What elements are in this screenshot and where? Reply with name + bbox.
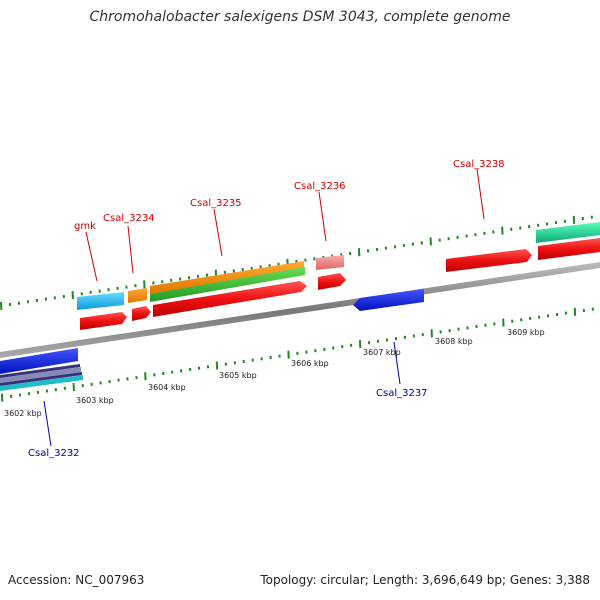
- gene-csal-3235-feature-green[interactable]: [150, 267, 305, 302]
- gene-teal-feature[interactable]: [536, 222, 600, 243]
- gene-arrow-red-4[interactable]: [318, 273, 346, 290]
- genome-summary-text: Topology: circular; Length: 3,696,649 bp…: [260, 573, 590, 587]
- gene-stripe-3[interactable]: [0, 372, 82, 386]
- reverse-strand-genes: [0, 289, 424, 391]
- gene-csal-3235-feature-orange[interactable]: [150, 261, 304, 294]
- gene-arrow-red-6[interactable]: [538, 238, 600, 260]
- leader-csal-3235: [213, 208, 223, 257]
- gene-labels: gmk Csal_3234 Csal_3235 Csal_3236 Csal_3…: [28, 159, 505, 459]
- gene-csal-3236-feature[interactable]: [316, 255, 344, 270]
- tick-label-3605: 3605 kbp: [219, 371, 257, 380]
- label-csal-3236[interactable]: Csal_3236: [294, 181, 346, 192]
- gene-stripe-4[interactable]: [0, 375, 83, 391]
- accession-text: Accession: NC_007963: [8, 573, 145, 587]
- genome-title: Chromohalobacter salexigens DSM 3043, co…: [89, 9, 511, 25]
- gene-gmk-feature[interactable]: [77, 292, 124, 310]
- tick-label-3607: 3607 kbp: [363, 348, 401, 357]
- gene-csal-3232-feature[interactable]: [0, 348, 78, 374]
- tick-label-3602: 3602 kbp: [4, 409, 42, 418]
- gene-stripe-2[interactable]: [0, 367, 81, 383]
- leader-gmk: [85, 231, 98, 282]
- leader-csal-3232: [43, 400, 52, 447]
- leader-csal-3238: [476, 168, 485, 220]
- label-gmk[interactable]: gmk: [74, 221, 96, 232]
- lower-scale-track: [1, 307, 594, 402]
- label-csal-3235[interactable]: Csal_3235: [190, 198, 242, 209]
- leader-csal-3234: [127, 225, 134, 274]
- label-csal-3237[interactable]: Csal_3237: [376, 388, 428, 399]
- tick-label-3608: 3608 kbp: [435, 337, 473, 346]
- gene-arrow-red-2[interactable]: [132, 306, 151, 321]
- gene-arrow-red-3[interactable]: [153, 281, 307, 317]
- gene-stripe-1[interactable]: [0, 364, 80, 378]
- tick-label-3603: 3603 kbp: [76, 396, 114, 405]
- upper-scale-track: [0, 215, 593, 310]
- gene-arrow-red-5[interactable]: [446, 249, 532, 272]
- label-csal-3238[interactable]: Csal_3238: [453, 159, 505, 170]
- label-csal-3232[interactable]: Csal_3232: [28, 448, 80, 459]
- tick-label-3609: 3609 kbp: [507, 328, 545, 337]
- gene-csal-3237-feature[interactable]: [353, 289, 424, 311]
- leader-csal-3237: [393, 341, 401, 385]
- gene-arrow-red-1[interactable]: [80, 312, 127, 330]
- scale-labels: 3602 kbp 3603 kbp 3604 kbp 3605 kbp 3606…: [4, 328, 545, 418]
- genome-backbone: [0, 262, 600, 358]
- leader-csal-3236: [318, 191, 327, 242]
- gene-csal-3234-feature[interactable]: [128, 288, 147, 303]
- forward-strand-genes: [77, 222, 600, 330]
- tick-label-3606: 3606 kbp: [291, 359, 329, 368]
- label-csal-3234[interactable]: Csal_3234: [103, 213, 155, 224]
- tick-label-3604: 3604 kbp: [148, 383, 186, 392]
